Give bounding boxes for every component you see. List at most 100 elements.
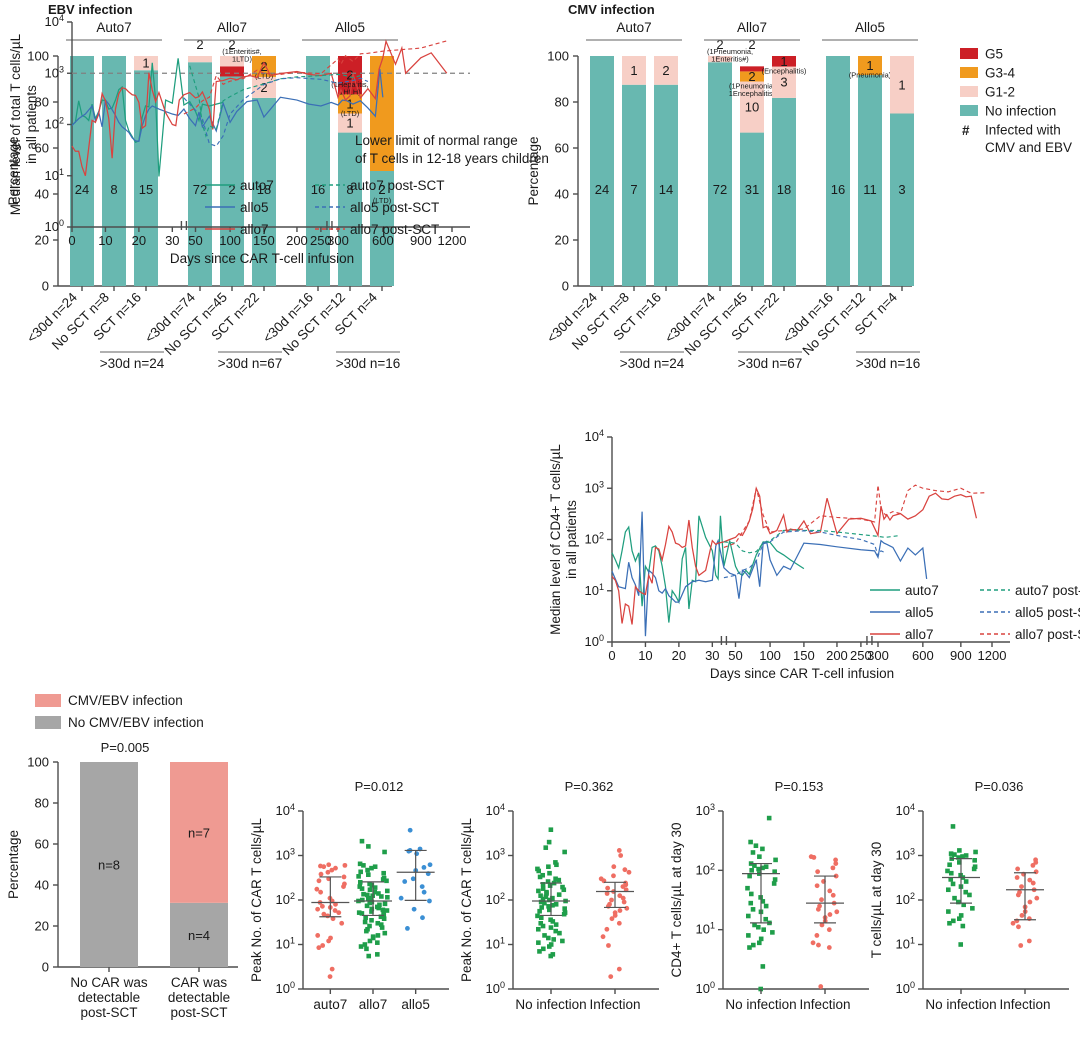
data-point [548,925,554,930]
y-tick-label: 100 [276,980,295,996]
data-point [1026,916,1032,922]
bar-subnote: (1Pneumonia, [729,81,775,90]
x-tick-label: 300 [327,233,349,248]
bar-subnote: 1Encephalitis) [729,89,775,98]
data-point [405,926,410,931]
data-point [364,946,369,952]
data-point [952,852,957,857]
data-point [329,867,335,873]
svg-text:20: 20 [35,233,49,248]
data-point [600,934,606,940]
data-point [1030,880,1036,886]
bar-value: 72 [713,182,727,197]
y-tick-label: 103 [896,847,915,863]
bar-value: 15 [139,182,153,197]
data-point [749,868,754,873]
hash-icon: # [962,123,970,138]
y-tick-label: 103 [696,802,715,818]
bar-value: 1 [780,54,787,69]
stacked-bar: 71 [622,56,646,286]
data-point [622,867,628,873]
legend-swatch [960,67,978,78]
scatter-group [598,848,632,979]
data-point [407,827,413,833]
data-point [537,908,542,914]
data-point [562,910,568,915]
data-point [382,930,388,936]
data-point [945,868,950,874]
data-point [1018,943,1024,948]
data-point [333,901,338,907]
data-point [560,884,565,890]
x-tick-label: allo5 [401,997,430,1012]
series-line-auto7-post-SCT [723,529,901,554]
data-point [547,897,552,903]
bar-value: n=8 [98,858,120,873]
group-label: Allo5 [855,20,885,35]
scatter-group [1010,857,1040,948]
x-tick-label: Infection [999,997,1050,1012]
data-point [621,899,627,905]
data-point [1030,862,1036,868]
bar-segment [740,132,764,286]
bar-value: 1 [142,56,149,71]
bar-value: 14 [659,182,673,197]
data-point [369,899,375,905]
x-tick-label: 150 [793,648,815,663]
svg-text:80: 80 [35,95,49,110]
stacked-bar: 72 [708,56,732,287]
data-point [419,884,425,890]
data-point [1033,857,1038,863]
stacked-bar: 18 3 1(Encephalitis) [762,54,806,286]
data-point [960,923,966,929]
bar-value: 2 [260,80,267,95]
data-point [833,857,838,863]
data-point [604,926,610,932]
data-point [358,869,363,875]
data-point [763,916,769,922]
data-point [770,930,775,935]
data-point [375,940,380,945]
data-point [950,881,956,887]
legend-label: CMV and EBV [985,140,1072,155]
data-point [814,933,820,938]
data-point [750,850,756,855]
data-point [818,984,824,989]
data-point [540,896,546,902]
data-point [342,881,347,887]
x-tick-label: No infection [925,997,996,1012]
y-tick-label: 100 [45,218,64,234]
group-label: Auto7 [616,20,651,35]
data-point [620,895,626,901]
p-value: P=0.005 [101,740,150,755]
y-tick-label: 103 [276,847,295,863]
y-tick-label: 103 [585,479,604,495]
bar-value: 1 [866,58,873,73]
data-point [375,933,381,938]
x-tick-label: detectable [168,990,230,1005]
data-point [948,870,954,876]
data-point [380,907,386,913]
data-point [948,877,954,882]
bar-segment [102,56,126,286]
x-tick-label: 1200 [438,233,467,248]
data-point [545,879,551,884]
y-tick-label: 20 [35,919,49,934]
x-tick-label: 900 [950,648,972,663]
bar-subnote: (LTD) [255,71,273,80]
x-tick-label: No infection [515,997,586,1012]
data-point [763,864,769,870]
data-point [554,862,559,868]
legend-label: allo5 post-SCT [1015,605,1080,620]
series-line-auto7 [611,515,805,623]
data-point [544,889,549,895]
bar-value: n=7 [188,825,210,840]
y-tick-label: 101 [696,921,715,937]
x-tick-label: 30 [165,233,179,248]
y-tick-label: 40 [35,878,49,893]
group-footer: >30d n=67 [218,356,283,371]
data-point [1019,884,1024,890]
bar-value: 18 [777,182,791,197]
data-point [342,862,348,868]
x-tick-label: No infection [725,997,796,1012]
